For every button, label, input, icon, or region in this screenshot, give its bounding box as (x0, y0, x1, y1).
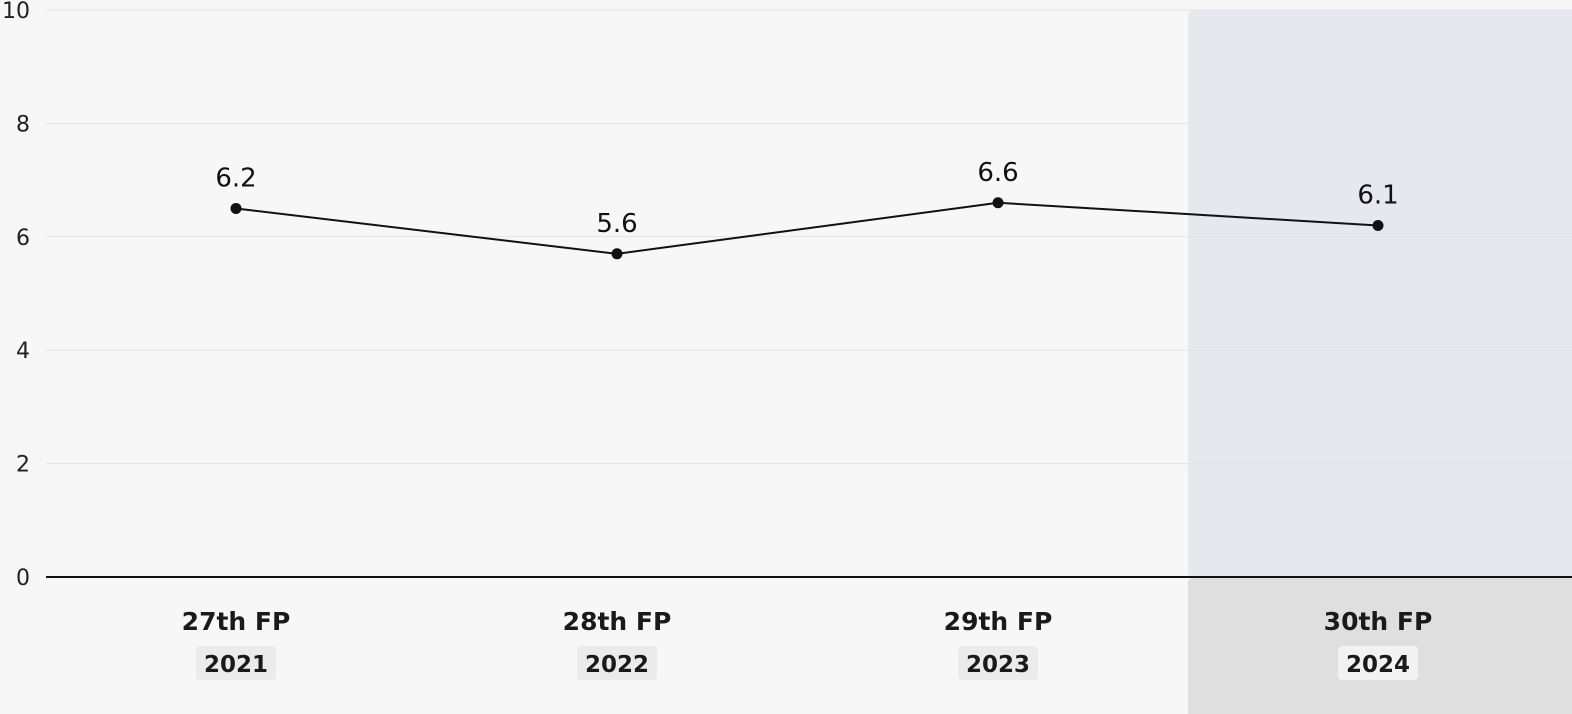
y-tick-label: 8 (16, 112, 30, 137)
y-tick-label: 2 (16, 453, 30, 478)
data-label: 6.1 (1357, 180, 1398, 210)
x-category-label: 29th FP (944, 607, 1053, 636)
highlight-band-plot (1188, 10, 1572, 579)
x-category-label: 27th FP (182, 607, 291, 636)
y-tick-label: 0 (16, 566, 30, 591)
y-tick-label: 10 (2, 0, 30, 24)
y-tick-label: 6 (16, 226, 30, 251)
data-point (1372, 219, 1384, 231)
highlight-band-axis (1188, 577, 1572, 714)
year-badge (1338, 646, 1418, 680)
year-badge (577, 646, 657, 680)
year-label: 2021 (204, 652, 268, 678)
year-label: 2024 (1346, 652, 1410, 678)
year-label: 2023 (966, 652, 1030, 678)
data-label: 6.6 (977, 158, 1018, 188)
year-badge (196, 646, 276, 680)
x-category-label: 28th FP (563, 607, 672, 636)
data-point (611, 248, 623, 260)
data-label: 5.6 (596, 209, 637, 239)
data-point (230, 202, 242, 214)
y-tick-label: 4 (16, 339, 30, 364)
data-point (992, 197, 1004, 209)
data-label: 6.2 (215, 163, 256, 193)
series-line (235, 201, 1379, 255)
year-label: 2022 (585, 652, 649, 678)
year-badge (958, 646, 1038, 680)
x-category-label: 30th FP (1324, 607, 1433, 636)
